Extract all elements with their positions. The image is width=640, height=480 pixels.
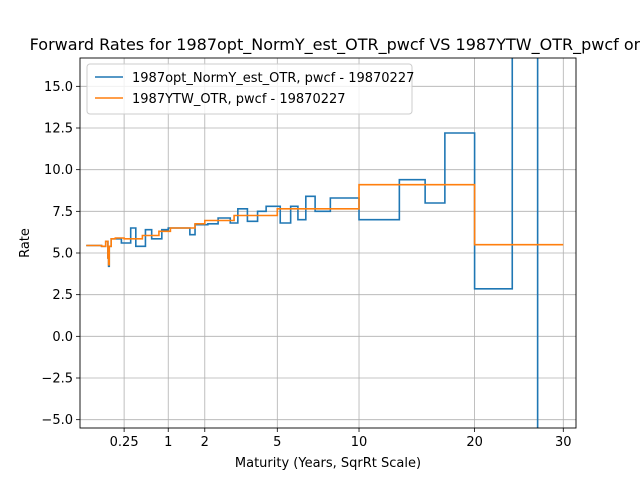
y-tick-label: 0.0 (52, 330, 73, 345)
y-axis-ticks: −5.0 −2.5 0.0 2.5 5.0 7.5 10.0 12.5 15.0 (41, 80, 80, 428)
y-axis-label: Rate (18, 228, 33, 258)
x-tick-label: 0.25 (110, 435, 139, 450)
series-layer (86, 58, 564, 428)
grid-lines (80, 58, 576, 428)
y-tick-label: −2.5 (41, 372, 73, 387)
chart-title: Forward Rates for 1987opt_NormY_est_OTR_… (30, 35, 640, 55)
y-tick-label: 2.5 (52, 288, 73, 303)
y-tick-label: 12.5 (44, 122, 73, 137)
x-tick-label: 2 (201, 435, 209, 450)
y-tick-label: 15.0 (44, 80, 73, 95)
series-line-2 (86, 183, 564, 266)
legend-label-series-2: 1987YTW_OTR, pwcf - 19870227 (132, 92, 346, 107)
y-tick-label: −5.0 (41, 413, 73, 428)
x-tick-label: 30 (555, 435, 572, 450)
y-tick-label: 7.5 (52, 205, 73, 220)
plot-frame (79, 57, 577, 429)
y-tick-label: 10.0 (44, 163, 73, 178)
y-tick-label: 5.0 (52, 247, 73, 262)
x-tick-label: 10 (351, 435, 368, 450)
legend: 1987opt_NormY_est_OTR, pwcf - 19870227 1… (86, 63, 414, 115)
legend-label-series-1: 1987opt_NormY_est_OTR, pwcf - 19870227 (132, 71, 414, 86)
x-axis-label: Maturity (Years, SqrRt Scale) (235, 456, 421, 471)
legend-box (86, 63, 413, 115)
x-axis-ticks: 0.25 1 2 5 10 20 30 (110, 428, 572, 450)
x-tick-label: 5 (273, 435, 281, 450)
x-tick-label: 20 (466, 435, 483, 450)
x-tick-label: 1 (164, 435, 172, 450)
